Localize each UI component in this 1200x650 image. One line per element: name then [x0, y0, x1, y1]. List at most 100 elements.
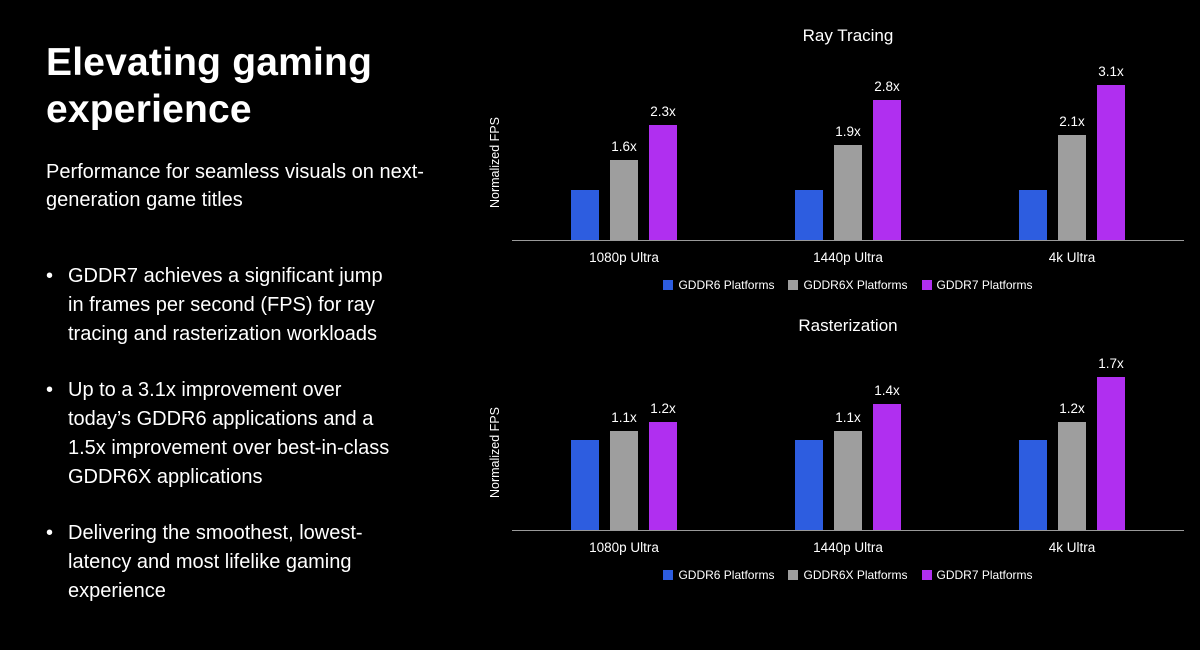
bar-value-label: 3.1x [1098, 64, 1124, 79]
y-axis-label-text: Normalized FPS [488, 407, 502, 498]
bar-gddr6x [610, 160, 638, 240]
bar-column-gddr7: 1.2x [649, 401, 677, 530]
bar-group: 1.6x 2.3x [512, 104, 736, 240]
y-axis-label: Normalized FPS [478, 350, 512, 555]
legend-label: GDDR6 Platforms [678, 568, 775, 582]
legend: GDDR6 Platforms GDDR6X Platforms GDDR7 Pla… [478, 568, 1184, 582]
bar-column-gddr6 [571, 169, 599, 240]
bar-column-gddr7: 2.3x [649, 104, 677, 240]
chart-body: Normalized FPS 1.1x 1.2x 1.1x 1.4x 1.2x 1.7x … [478, 350, 1184, 555]
y-axis-label-text: Normalized FPS [488, 117, 502, 208]
bar-column-gddr6x: 1.6x [610, 139, 638, 240]
chart-title: Ray Tracing [802, 26, 894, 45]
bar-gddr6 [571, 190, 599, 240]
x-axis: 1080p Ultra 1440p Ultra 4k Ultra [512, 240, 1184, 265]
bar-column-gddr6 [1019, 419, 1047, 530]
bar-group: 1.9x 2.8x [736, 79, 960, 240]
bar-group: 2.1x 3.1x [960, 64, 1184, 240]
category-label: 4k Ultra [1048, 540, 1096, 555]
chart-main: 1.6x 2.3x 1.9x 2.8x 2.1x 3.1x 1080p Ultra 1440… [512, 60, 1184, 265]
bar-value-label: 1.1x [835, 410, 861, 425]
chart-main: 1.1x 1.2x 1.1x 1.4x 1.2x 1.7x 1080p Ultra 1440… [512, 350, 1184, 555]
bar-column-gddr6 [571, 419, 599, 530]
bullet-list: • GDDR7 achieves a significant jump in f… [46, 262, 478, 606]
bar-value-label: 1.9x [835, 124, 861, 139]
legend-item-gddr6: GDDR6 Platforms [663, 568, 774, 582]
legend-swatch-gddr6 [663, 280, 674, 290]
bar-gddr7 [649, 422, 677, 530]
left-panel: Elevating gaming experience Performance … [0, 0, 478, 650]
category-label: 1080p Ultra [589, 250, 659, 265]
plot-area: 1.1x 1.2x 1.1x 1.4x 1.2x 1.7x [512, 350, 1184, 530]
bar-column-gddr6x: 1.9x [834, 124, 862, 240]
bar-gddr7 [649, 125, 677, 240]
chart-title: Rasterization [798, 316, 898, 335]
bullet-text: Up to a 3.1x improvement over today’s GD… [68, 378, 390, 488]
bar-gddr6x [1058, 135, 1086, 240]
legend-item-gddr6x: GDDR6X Platforms [788, 568, 908, 582]
legend-label: GDDR7 Platforms [936, 278, 1033, 292]
bar-value-label: 1.2x [1059, 401, 1085, 416]
bar-value-label: 2.3x [650, 104, 676, 119]
category-label: 1080p Ultra [589, 540, 659, 555]
bullet-item: • Delivering the smoothest, lowest-laten… [46, 519, 478, 606]
bar-gddr6 [795, 440, 823, 530]
bar-column-gddr6x: 1.1x [610, 410, 638, 530]
category-label: 1440p Ultra [813, 250, 883, 265]
bar-column-gddr7: 3.1x [1097, 64, 1125, 240]
plot-area: 1.6x 2.3x 1.9x 2.8x 2.1x 3.1x [512, 60, 1184, 240]
bar-gddr7 [1097, 377, 1125, 530]
bullet-text: Delivering the smoothest, lowest-latency… [68, 521, 363, 602]
bullet-item: • GDDR7 achieves a significant jump in f… [46, 262, 478, 349]
bar-gddr6x [834, 145, 862, 240]
bar-value-label: 1.1x [611, 410, 637, 425]
x-axis: 1080p Ultra 1440p Ultra 4k Ultra [512, 530, 1184, 555]
charts-panel: Ray Tracing Normalized FPS 1.6x 2.3x 1.9x 2… [478, 0, 1200, 650]
bullet-marker: • [46, 521, 54, 544]
bar-column-gddr7: 2.8x [873, 79, 901, 240]
bar-value-label: 1.4x [874, 383, 900, 398]
chart-rasterization: Rasterization Normalized FPS 1.1x 1.2x 1.1… [478, 316, 1184, 582]
bar-column-gddr6x: 1.2x [1058, 401, 1086, 530]
bar-gddr7 [873, 100, 901, 240]
bar-column-gddr7: 1.7x [1097, 356, 1125, 530]
bullet-marker: • [46, 378, 54, 401]
bar-gddr6 [795, 190, 823, 240]
bar-column-gddr6x: 2.1x [1058, 114, 1086, 240]
bar-gddr6x [610, 431, 638, 530]
bullet-marker: • [46, 264, 54, 287]
legend-swatch-gddr6x [788, 280, 799, 290]
legend-item-gddr7: GDDR7 Platforms [921, 568, 1033, 582]
chart-body: Normalized FPS 1.6x 2.3x 1.9x 2.8x 2.1x 3.1x … [478, 60, 1184, 265]
bar-value-label: 2.1x [1059, 114, 1085, 129]
bar-group: 1.1x 1.2x [512, 401, 736, 530]
bar-value-label: 1.7x [1098, 356, 1124, 371]
bar-gddr6x [834, 431, 862, 530]
bar-column-gddr7: 1.4x [873, 383, 901, 530]
bar-gddr6 [1019, 440, 1047, 530]
bar-gddr6 [571, 440, 599, 530]
bar-group: 1.1x 1.4x [736, 383, 960, 530]
bar-column-gddr6 [795, 169, 823, 240]
y-axis-label: Normalized FPS [478, 60, 512, 265]
bar-value-label: 1.6x [611, 139, 637, 154]
bullet-text: GDDR7 achieves a significant jump in fra… [68, 264, 383, 345]
legend: GDDR6 Platforms GDDR6X Platforms GDDR7 Pla… [478, 278, 1184, 292]
category-label: 1440p Ultra [813, 540, 883, 555]
bar-column-gddr6x: 1.1x [834, 410, 862, 530]
legend-label: GDDR7 Platforms [936, 568, 1033, 582]
bar-column-gddr6 [795, 419, 823, 530]
bar-value-label: 1.2x [650, 401, 676, 416]
bar-gddr6x [1058, 422, 1086, 530]
bullet-item: • Up to a 3.1x improvement over today’s … [46, 376, 478, 492]
bar-gddr7 [1097, 85, 1125, 240]
legend-swatch-gddr6 [663, 570, 674, 580]
legend-label: GDDR6X Platforms [803, 568, 908, 582]
bar-gddr6 [1019, 190, 1047, 240]
bar-group: 1.2x 1.7x [960, 356, 1184, 530]
legend-item-gddr6x: GDDR6X Platforms [788, 278, 908, 292]
subtitle: Performance for seamless visuals on next… [46, 160, 424, 211]
category-label: 4k Ultra [1048, 250, 1096, 265]
legend-item-gddr7: GDDR7 Platforms [921, 278, 1033, 292]
